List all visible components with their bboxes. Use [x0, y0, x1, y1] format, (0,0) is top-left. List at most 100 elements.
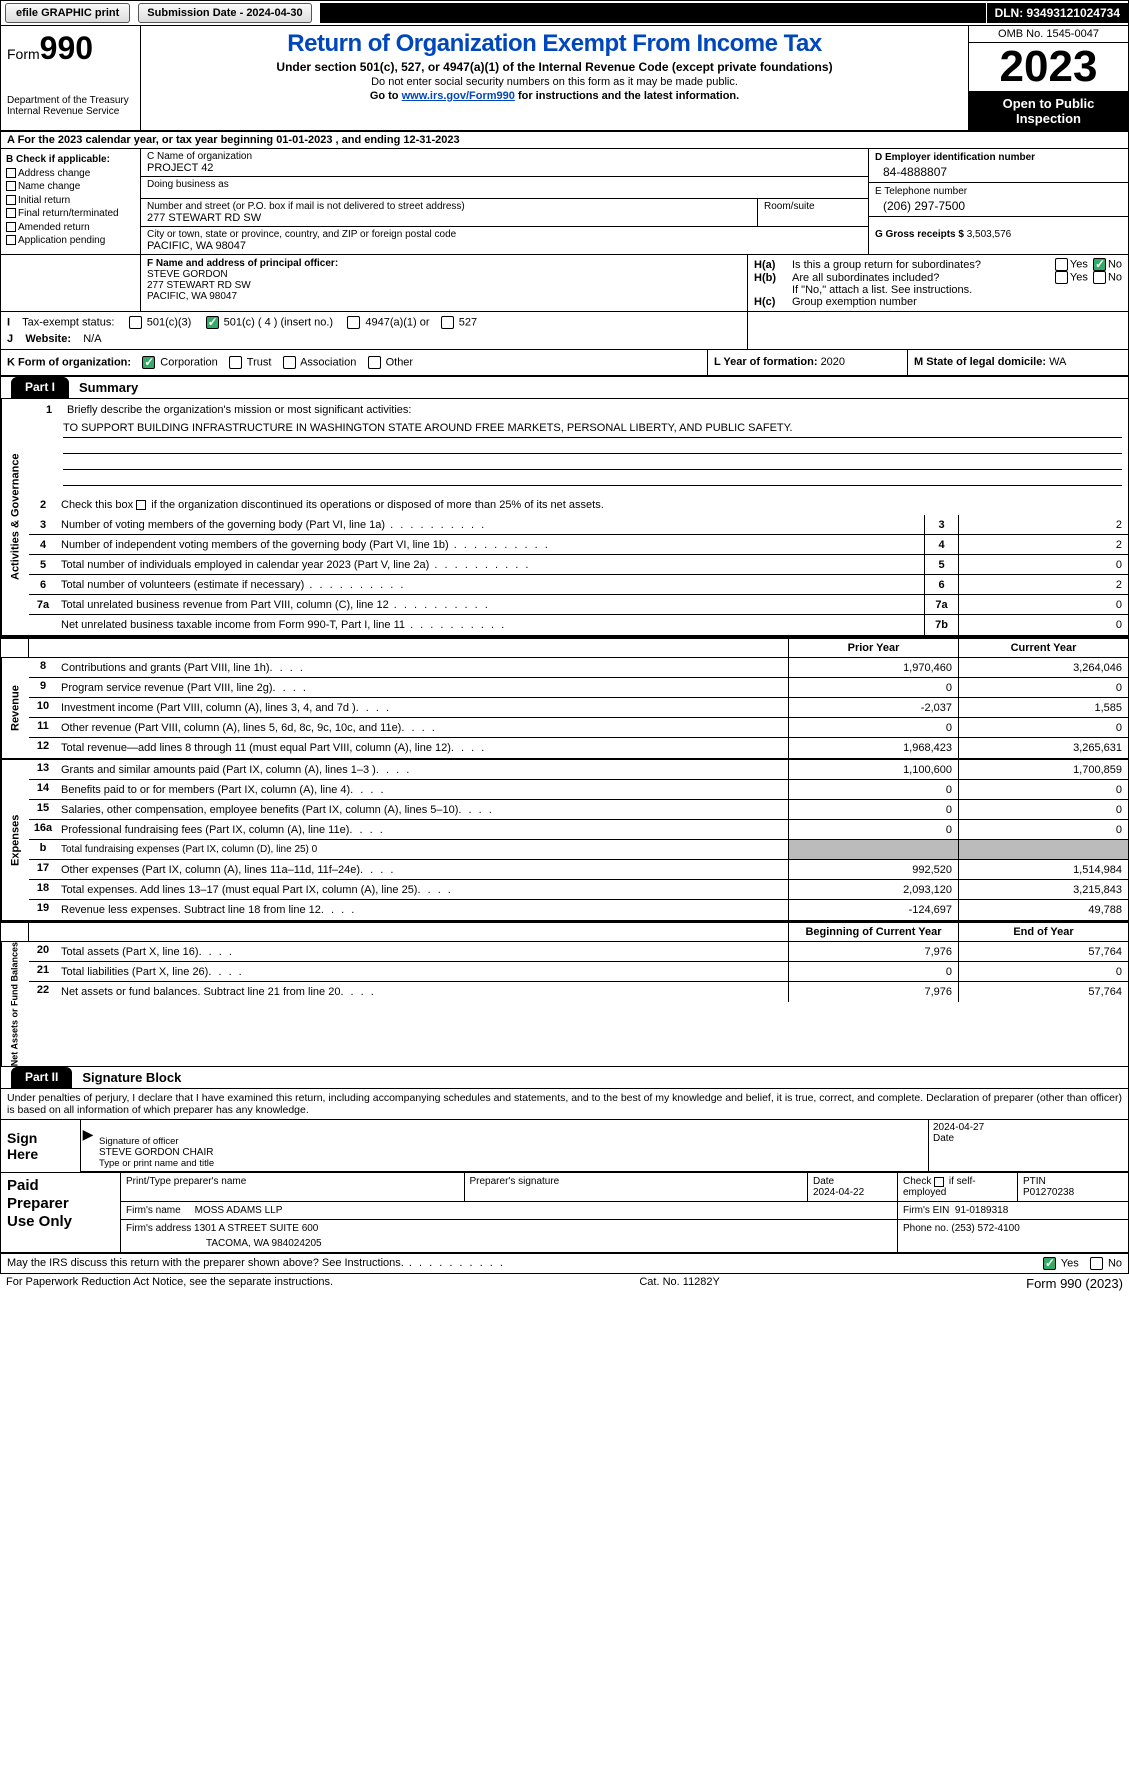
- perjury-decl: Under penalties of perjury, I declare th…: [1, 1089, 1128, 1120]
- i-lbl: I: [7, 316, 19, 328]
- checkbox-icon[interactable]: [934, 1177, 944, 1187]
- cb-amended[interactable]: Amended return: [6, 221, 135, 235]
- table-row: 9Program service revenue (Part VIII, lin…: [29, 678, 1128, 698]
- gross-cell: G Gross receipts $ 3,503,576: [869, 217, 1128, 243]
- cat-no: Cat. No. 11282Y: [639, 1276, 720, 1291]
- ein-val: 84-4888807: [875, 163, 1122, 179]
- hc-txt: Group exemption number: [792, 296, 1122, 308]
- checkbox-checked-icon[interactable]: [1093, 258, 1106, 271]
- cb-initial-return[interactable]: Initial return: [6, 194, 135, 208]
- part2-title: Signature Block: [72, 1067, 191, 1088]
- hc-spacer: [748, 312, 1128, 349]
- checkbox-icon[interactable]: [136, 500, 146, 510]
- checkbox-icon[interactable]: [1090, 1257, 1103, 1270]
- sig-row-1: ▶ Signature of officer STEVE GORDON CHAI…: [81, 1120, 1128, 1172]
- revenue-body: 8Contributions and grants (Part VIII, li…: [29, 658, 1128, 758]
- city-val: PACIFIC, WA 98047: [147, 240, 862, 252]
- checkbox-icon[interactable]: [1055, 271, 1068, 284]
- sig-date-col: 2024-04-27 Date: [928, 1120, 1128, 1171]
- checkbox-icon[interactable]: [6, 181, 16, 191]
- discuss-row: May the IRS discuss this return with the…: [1, 1253, 1128, 1273]
- table-row: 22Net assets or fund balances. Subtract …: [29, 982, 1128, 1002]
- dln-label: DLN: 93493121024734: [986, 3, 1128, 23]
- line-2: 2 Check this box Check this box if the o…: [29, 495, 1128, 515]
- gross-val: 3,503,576: [967, 229, 1012, 240]
- checkbox-checked-icon[interactable]: [1043, 1257, 1056, 1270]
- vtab-expenses: Expenses: [1, 760, 29, 920]
- irs-link[interactable]: www.irs.gov/Form990: [402, 90, 515, 102]
- checkbox-icon[interactable]: [1055, 258, 1068, 271]
- k-lbl: K Form of organization:: [7, 356, 131, 368]
- table-row: 10Investment income (Part VIII, column (…: [29, 698, 1128, 718]
- ein-lbl: D Employer identification number: [875, 152, 1122, 163]
- top-bar: efile GRAPHIC print Submission Date - 20…: [1, 1, 1128, 26]
- efile-print-button[interactable]: efile GRAPHIC print: [5, 3, 130, 23]
- vtab-netassets: Net Assets or Fund Balances: [1, 942, 29, 1066]
- checkbox-icon[interactable]: [129, 316, 142, 329]
- form-subtitle: Under section 501(c), 527, or 4947(a)(1)…: [149, 60, 960, 74]
- checkbox-icon[interactable]: [283, 356, 296, 369]
- tel-lbl: E Telephone number: [875, 186, 1122, 197]
- governance-body: 1 Briefly describe the organization's mi…: [29, 399, 1128, 635]
- mission-blank3: [63, 470, 1122, 486]
- hb-note: If "No," attach a list. See instructions…: [754, 284, 1122, 296]
- line-6: 6 Total number of volunteers (estimate i…: [29, 575, 1128, 595]
- cb-address-change[interactable]: Address change: [6, 167, 135, 181]
- signature-block: Under penalties of perjury, I declare th…: [1, 1089, 1128, 1173]
- dba-lbl: Doing business as: [147, 179, 862, 190]
- checkbox-icon[interactable]: [6, 222, 16, 232]
- checkbox-checked-icon[interactable]: [142, 356, 155, 369]
- room-lbl: Room/suite: [764, 201, 862, 212]
- cb-app-pending[interactable]: Application pending: [6, 234, 135, 248]
- checkbox-icon[interactable]: [441, 316, 454, 329]
- expenses-body: 13Grants and similar amounts paid (Part …: [29, 760, 1128, 920]
- sign-here-label: SignHere: [1, 1120, 81, 1172]
- goto-post: for instructions and the latest informat…: [515, 90, 739, 102]
- checkbox-icon[interactable]: [229, 356, 242, 369]
- prep-row-2: Firm's name MOSS ADAMS LLP Firm's EIN 91…: [121, 1202, 1128, 1220]
- table-row: 18Total expenses. Add lines 13–17 (must …: [29, 880, 1128, 900]
- table-row: 11Other revenue (Part VIII, column (A), …: [29, 718, 1128, 738]
- checkbox-icon[interactable]: [6, 235, 16, 245]
- line-5: 5 Total number of individuals employed i…: [29, 555, 1128, 575]
- table-row: 12Total revenue—add lines 8 through 11 (…: [29, 738, 1128, 758]
- header-right: OMB No. 1545-0047 2023 Open to Public In…: [968, 26, 1128, 130]
- gross-lbl: G Gross receipts $: [875, 229, 967, 240]
- section-l: L Year of formation: 2020: [708, 350, 908, 375]
- checkbox-icon[interactable]: [6, 168, 16, 178]
- prep-sig[interactable]: Preparer's signature: [465, 1173, 809, 1201]
- org-name-cell: C Name of organization PROJECT 42: [141, 149, 868, 177]
- checkbox-icon[interactable]: [6, 195, 16, 205]
- table-row: 17Other expenses (Part IX, column (A), l…: [29, 860, 1128, 880]
- section-c: C Name of organization PROJECT 42 Doing …: [141, 149, 868, 254]
- tel-cell: E Telephone number (206) 297-7500: [869, 183, 1128, 217]
- part1-header: Part I Summary: [1, 377, 1128, 399]
- preparer-right: Print/Type preparer's name Preparer's si…: [121, 1173, 1128, 1252]
- part1-tab: Part I: [11, 377, 69, 398]
- officer-addr2: PACIFIC, WA 98047: [147, 291, 741, 302]
- j-lbl: J: [7, 333, 22, 345]
- goto-pre: Go to: [370, 90, 402, 102]
- governance-block: Activities & Governance 1 Briefly descri…: [1, 399, 1128, 637]
- checkbox-icon[interactable]: [368, 356, 381, 369]
- cb-name-change[interactable]: Name change: [6, 180, 135, 194]
- dba-cell: Doing business as: [141, 177, 868, 199]
- top-bar-spacer: [320, 3, 986, 23]
- officer-name: STEVE GORDON: [147, 269, 741, 280]
- section-h: H(a) Is this a group return for subordin…: [748, 255, 1128, 311]
- cb-final-return[interactable]: Final return/terminated: [6, 207, 135, 221]
- table-row: 19Revenue less expenses. Subtract line 1…: [29, 900, 1128, 920]
- prep-name: Print/Type preparer's name: [121, 1173, 465, 1201]
- line-7b: Net unrelated business taxable income fr…: [29, 615, 1128, 635]
- arrow-icon: ▶: [81, 1120, 95, 1171]
- officer-sig-field[interactable]: Signature of officer STEVE GORDON CHAIR …: [95, 1120, 928, 1171]
- line-3: 3 Number of voting members of the govern…: [29, 515, 1128, 535]
- form-number: Form990: [7, 30, 134, 67]
- ein-cell: D Employer identification number 84-4888…: [869, 149, 1128, 183]
- checkbox-checked-icon[interactable]: [206, 316, 219, 329]
- section-klm: K Form of organization: Corporation Trus…: [1, 350, 1128, 377]
- table-row: 8Contributions and grants (Part VIII, li…: [29, 658, 1128, 678]
- checkbox-icon[interactable]: [6, 208, 16, 218]
- checkbox-icon[interactable]: [347, 316, 360, 329]
- checkbox-icon[interactable]: [1093, 271, 1106, 284]
